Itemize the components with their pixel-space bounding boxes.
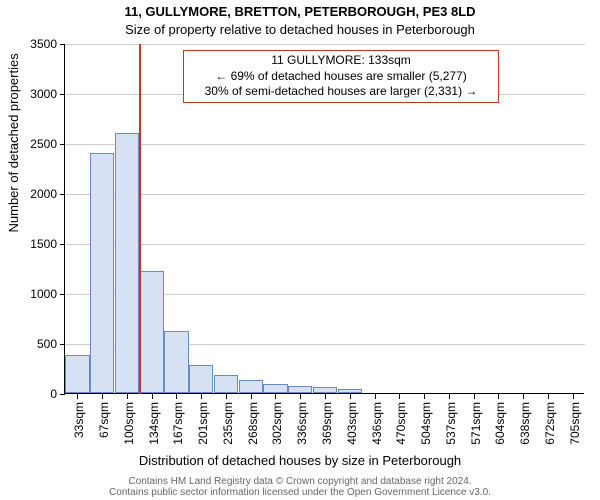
bar: [338, 389, 362, 393]
annotation-line: ← 69% of detached houses are smaller (5,…: [188, 69, 494, 85]
bar: [65, 355, 89, 393]
x-tick-label: 336sqm: [295, 402, 309, 445]
reference-line: [139, 44, 141, 394]
y-tick-label: 0: [23, 387, 57, 401]
x-tickmark: [399, 394, 400, 399]
y-tickmark: [60, 44, 65, 45]
x-tickmark: [548, 394, 549, 399]
x-tickmark: [449, 394, 450, 399]
x-tick-label: 33sqm: [72, 402, 86, 438]
x-tick-label: 537sqm: [444, 402, 458, 445]
y-tickmark: [60, 244, 65, 245]
x-tick-label: 235sqm: [221, 402, 235, 445]
bar: [115, 133, 139, 393]
x-tick-label: 571sqm: [469, 402, 483, 445]
x-tickmark: [573, 394, 574, 399]
y-tick-label: 3000: [23, 87, 57, 101]
chart-title-line1: 11, GULLYMORE, BRETTON, PETERBOROUGH, PE…: [0, 4, 600, 19]
x-tick-label: 436sqm: [370, 402, 384, 445]
bar: [288, 386, 312, 393]
y-axis-label: Number of detached properties: [6, 53, 21, 232]
y-tickmark: [60, 194, 65, 195]
chart-container: 11, GULLYMORE, BRETTON, PETERBOROUGH, PE…: [0, 0, 600, 500]
x-tickmark: [102, 394, 103, 399]
x-tickmark: [523, 394, 524, 399]
x-tick-label: 403sqm: [345, 402, 359, 445]
y-tickmark: [60, 294, 65, 295]
x-tick-label: 167sqm: [171, 402, 185, 445]
bar: [189, 365, 213, 393]
bar: [313, 387, 337, 393]
annotation-line: 30% of semi-detached houses are larger (…: [188, 84, 494, 100]
x-tick-label: 201sqm: [196, 402, 210, 445]
x-tickmark: [152, 394, 153, 399]
y-tickmark: [60, 394, 65, 395]
y-tick-label: 500: [23, 337, 57, 351]
bar: [90, 153, 114, 393]
x-tickmark: [325, 394, 326, 399]
x-tickmark: [350, 394, 351, 399]
x-tick-label: 302sqm: [270, 402, 284, 445]
x-tickmark: [474, 394, 475, 399]
x-tick-label: 369sqm: [320, 402, 334, 445]
x-tick-label: 470sqm: [394, 402, 408, 445]
footer-line1: Contains HM Land Registry data © Crown c…: [128, 476, 471, 487]
gridline: [65, 244, 585, 245]
x-tick-label: 638sqm: [518, 402, 532, 445]
footer-attribution: Contains HM Land Registry data © Crown c…: [0, 476, 600, 498]
y-tick-label: 2000: [23, 187, 57, 201]
footer-line2: Contains public sector information licen…: [109, 487, 491, 498]
y-tickmark: [60, 94, 65, 95]
x-tickmark: [498, 394, 499, 399]
x-tickmark: [275, 394, 276, 399]
x-tickmark: [201, 394, 202, 399]
chart-title-line2: Size of property relative to detached ho…: [0, 22, 600, 37]
x-tick-label: 268sqm: [246, 402, 260, 445]
y-tick-label: 2500: [23, 137, 57, 151]
bar: [164, 331, 188, 393]
x-tickmark: [300, 394, 301, 399]
gridline: [65, 44, 585, 45]
x-tickmark: [226, 394, 227, 399]
x-tickmark: [251, 394, 252, 399]
annotation-box: 11 GULLYMORE: 133sqm← 69% of detached ho…: [183, 50, 499, 103]
y-tickmark: [60, 344, 65, 345]
x-tick-label: 705sqm: [568, 402, 582, 445]
bar: [239, 380, 263, 393]
x-axis-label: Distribution of detached houses by size …: [0, 453, 600, 468]
x-tickmark: [424, 394, 425, 399]
annotation-line: 11 GULLYMORE: 133sqm: [188, 53, 494, 69]
x-tick-label: 672sqm: [543, 402, 557, 445]
x-tick-label: 100sqm: [122, 402, 136, 445]
y-tick-label: 1500: [23, 237, 57, 251]
bar: [140, 271, 164, 393]
x-tickmark: [77, 394, 78, 399]
x-tickmark: [176, 394, 177, 399]
gridline: [65, 144, 585, 145]
gridline: [65, 194, 585, 195]
x-tick-label: 67sqm: [97, 402, 111, 438]
x-tickmark: [127, 394, 128, 399]
x-tick-label: 504sqm: [419, 402, 433, 445]
x-tick-label: 604sqm: [493, 402, 507, 445]
bar: [214, 375, 238, 393]
y-tickmark: [60, 144, 65, 145]
y-tick-label: 1000: [23, 287, 57, 301]
bar: [263, 384, 287, 393]
y-tick-label: 3500: [23, 37, 57, 51]
x-tickmark: [375, 394, 376, 399]
x-tick-label: 134sqm: [147, 402, 161, 445]
plot-area: 050010001500200025003000350033sqm67sqm10…: [64, 44, 584, 394]
